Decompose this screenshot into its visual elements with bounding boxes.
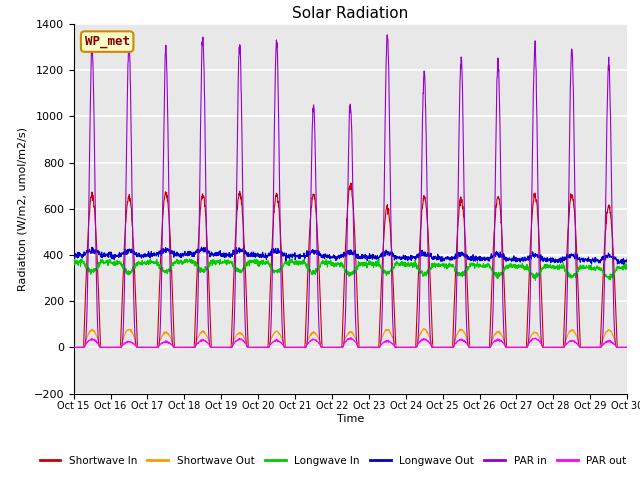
Line: Longwave In: Longwave In — [74, 259, 627, 280]
Line: Shortwave In: Shortwave In — [74, 183, 627, 348]
Shortwave Out — [224, 345, 232, 350]
PAR out — [590, 345, 598, 350]
PAR in — [70, 345, 77, 350]
Line: Longwave Out: Longwave Out — [74, 247, 627, 264]
PAR out — [224, 345, 232, 350]
Shortwave Out — [575, 339, 582, 345]
Longwave In — [367, 258, 374, 264]
PAR out — [575, 342, 582, 348]
Legend: Shortwave In, Shortwave Out, Longwave In, Longwave Out, PAR in, PAR out: Shortwave In, Shortwave Out, Longwave In… — [35, 452, 630, 470]
Text: WP_met: WP_met — [84, 35, 130, 48]
PAR out — [623, 345, 631, 350]
PAR in — [378, 303, 386, 309]
PAR in — [367, 345, 374, 350]
Shortwave Out — [511, 345, 519, 350]
Longwave In — [379, 267, 387, 273]
PAR in — [590, 345, 598, 350]
Y-axis label: Radiation (W/m2, umol/m2/s): Radiation (W/m2, umol/m2/s) — [18, 127, 28, 291]
Shortwave In — [224, 345, 232, 350]
Shortwave In — [623, 345, 631, 350]
Longwave Out — [511, 256, 519, 262]
Shortwave In — [367, 345, 374, 350]
Longwave In — [375, 256, 383, 262]
Shortwave Out — [623, 345, 631, 350]
Longwave Out — [620, 262, 628, 267]
Longwave In — [575, 266, 582, 272]
Shortwave In — [590, 345, 598, 350]
Longwave Out — [225, 252, 232, 257]
Shortwave In — [379, 256, 387, 262]
PAR in — [623, 345, 631, 350]
PAR in — [224, 345, 232, 350]
Title: Solar Radiation: Solar Radiation — [292, 6, 408, 22]
Longwave In — [590, 265, 598, 271]
Shortwave In — [575, 294, 582, 300]
Longwave In — [623, 263, 631, 269]
Shortwave In — [511, 345, 519, 350]
Shortwave Out — [590, 345, 598, 350]
Line: PAR in: PAR in — [74, 35, 627, 348]
Shortwave Out — [70, 345, 77, 350]
Shortwave Out — [420, 325, 428, 331]
Line: PAR out: PAR out — [74, 337, 627, 348]
Longwave Out — [590, 257, 598, 263]
Longwave Out — [198, 244, 205, 250]
Longwave Out — [623, 256, 631, 262]
Line: Shortwave Out: Shortwave Out — [74, 328, 627, 348]
Shortwave In — [348, 180, 355, 186]
Longwave In — [70, 258, 77, 264]
PAR in — [383, 32, 391, 38]
PAR out — [348, 335, 355, 340]
Longwave In — [224, 257, 232, 263]
PAR out — [367, 345, 374, 350]
Longwave In — [532, 277, 540, 283]
Longwave Out — [575, 256, 582, 262]
PAR out — [511, 345, 519, 350]
PAR in — [511, 345, 519, 350]
Longwave In — [511, 265, 519, 271]
PAR out — [379, 340, 387, 346]
X-axis label: Time: Time — [337, 414, 364, 424]
Shortwave Out — [367, 345, 374, 350]
PAR in — [575, 341, 582, 347]
Longwave Out — [70, 252, 77, 257]
Longwave Out — [367, 254, 374, 260]
PAR out — [70, 345, 77, 350]
Shortwave In — [70, 345, 77, 350]
Longwave Out — [379, 252, 387, 257]
Shortwave Out — [378, 334, 386, 340]
